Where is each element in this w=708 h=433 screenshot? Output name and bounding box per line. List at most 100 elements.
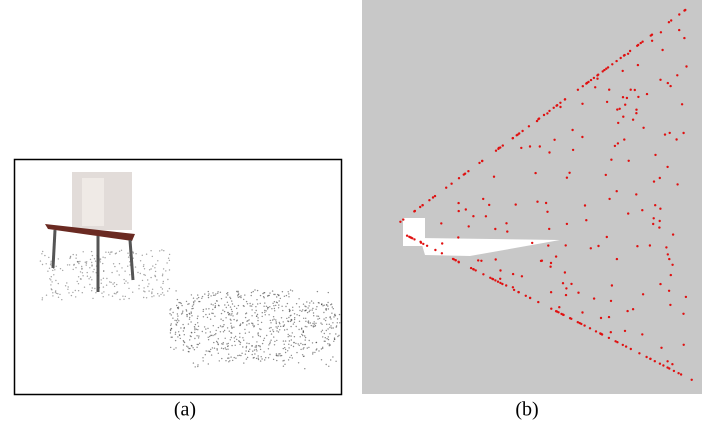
red-point <box>666 253 669 256</box>
point <box>50 262 52 264</box>
point <box>74 289 77 292</box>
point <box>237 354 239 357</box>
red-point <box>536 200 539 203</box>
white-cloud <box>420 238 560 256</box>
point <box>233 340 236 343</box>
point <box>304 310 306 312</box>
point <box>225 348 227 351</box>
point <box>99 261 102 263</box>
point <box>155 263 157 266</box>
point <box>213 341 215 344</box>
point <box>183 334 185 336</box>
point <box>79 271 82 273</box>
point <box>188 312 190 315</box>
point <box>229 339 231 341</box>
point <box>286 328 288 331</box>
point <box>255 346 258 348</box>
point <box>267 357 270 359</box>
point <box>219 291 222 293</box>
red-point <box>652 222 655 226</box>
point <box>207 350 209 352</box>
point <box>246 320 248 322</box>
point <box>185 310 188 312</box>
point <box>59 268 62 270</box>
point <box>261 315 263 318</box>
point <box>239 323 242 325</box>
point <box>323 318 325 320</box>
point <box>305 317 307 319</box>
point <box>248 319 250 321</box>
red-point <box>665 246 668 249</box>
box-face <box>82 178 104 226</box>
point <box>197 294 199 296</box>
point <box>325 308 328 310</box>
point <box>231 303 234 305</box>
point <box>197 364 199 366</box>
point <box>148 283 150 285</box>
red-point <box>560 312 563 316</box>
point <box>57 258 59 260</box>
point <box>314 325 316 328</box>
red-point <box>546 210 549 213</box>
red-point <box>581 311 584 314</box>
point <box>226 327 229 329</box>
red-point <box>623 53 626 57</box>
point <box>192 362 195 364</box>
point <box>107 251 110 253</box>
point <box>267 348 270 350</box>
point <box>169 332 172 334</box>
point <box>168 253 171 256</box>
point <box>179 337 181 340</box>
point <box>198 300 200 303</box>
point <box>176 320 178 322</box>
point <box>242 322 244 324</box>
red-point <box>445 186 448 189</box>
point <box>330 304 332 306</box>
point <box>168 259 171 262</box>
point <box>185 300 188 303</box>
point <box>243 339 245 341</box>
point <box>228 330 230 332</box>
point <box>101 292 103 294</box>
point <box>214 305 217 307</box>
point <box>202 310 204 313</box>
point <box>91 254 94 257</box>
red-point <box>604 173 607 177</box>
point <box>170 336 172 338</box>
red-point <box>670 19 673 22</box>
point <box>154 267 156 269</box>
point <box>177 336 179 338</box>
point <box>41 263 44 266</box>
point <box>323 340 325 342</box>
red-point <box>469 266 473 270</box>
point <box>234 335 237 338</box>
point <box>297 343 299 345</box>
point <box>193 302 195 304</box>
point <box>167 290 169 292</box>
point <box>81 265 83 268</box>
point <box>154 275 157 278</box>
point <box>222 309 224 311</box>
point <box>212 325 214 327</box>
red-point <box>492 175 496 178</box>
point <box>250 291 253 294</box>
point <box>292 345 295 348</box>
red-point <box>635 112 638 115</box>
point <box>291 332 293 334</box>
point <box>310 324 312 327</box>
point <box>174 331 177 333</box>
point <box>195 328 198 330</box>
red-point <box>592 297 596 300</box>
point <box>237 290 239 292</box>
red-point <box>615 190 618 193</box>
point <box>232 359 234 362</box>
point <box>251 353 253 356</box>
red-point <box>592 76 596 80</box>
point <box>231 313 233 315</box>
red-point <box>520 146 523 150</box>
point <box>330 327 333 329</box>
red-point <box>549 265 552 268</box>
point <box>280 317 283 319</box>
point <box>295 342 297 345</box>
point <box>306 326 308 328</box>
